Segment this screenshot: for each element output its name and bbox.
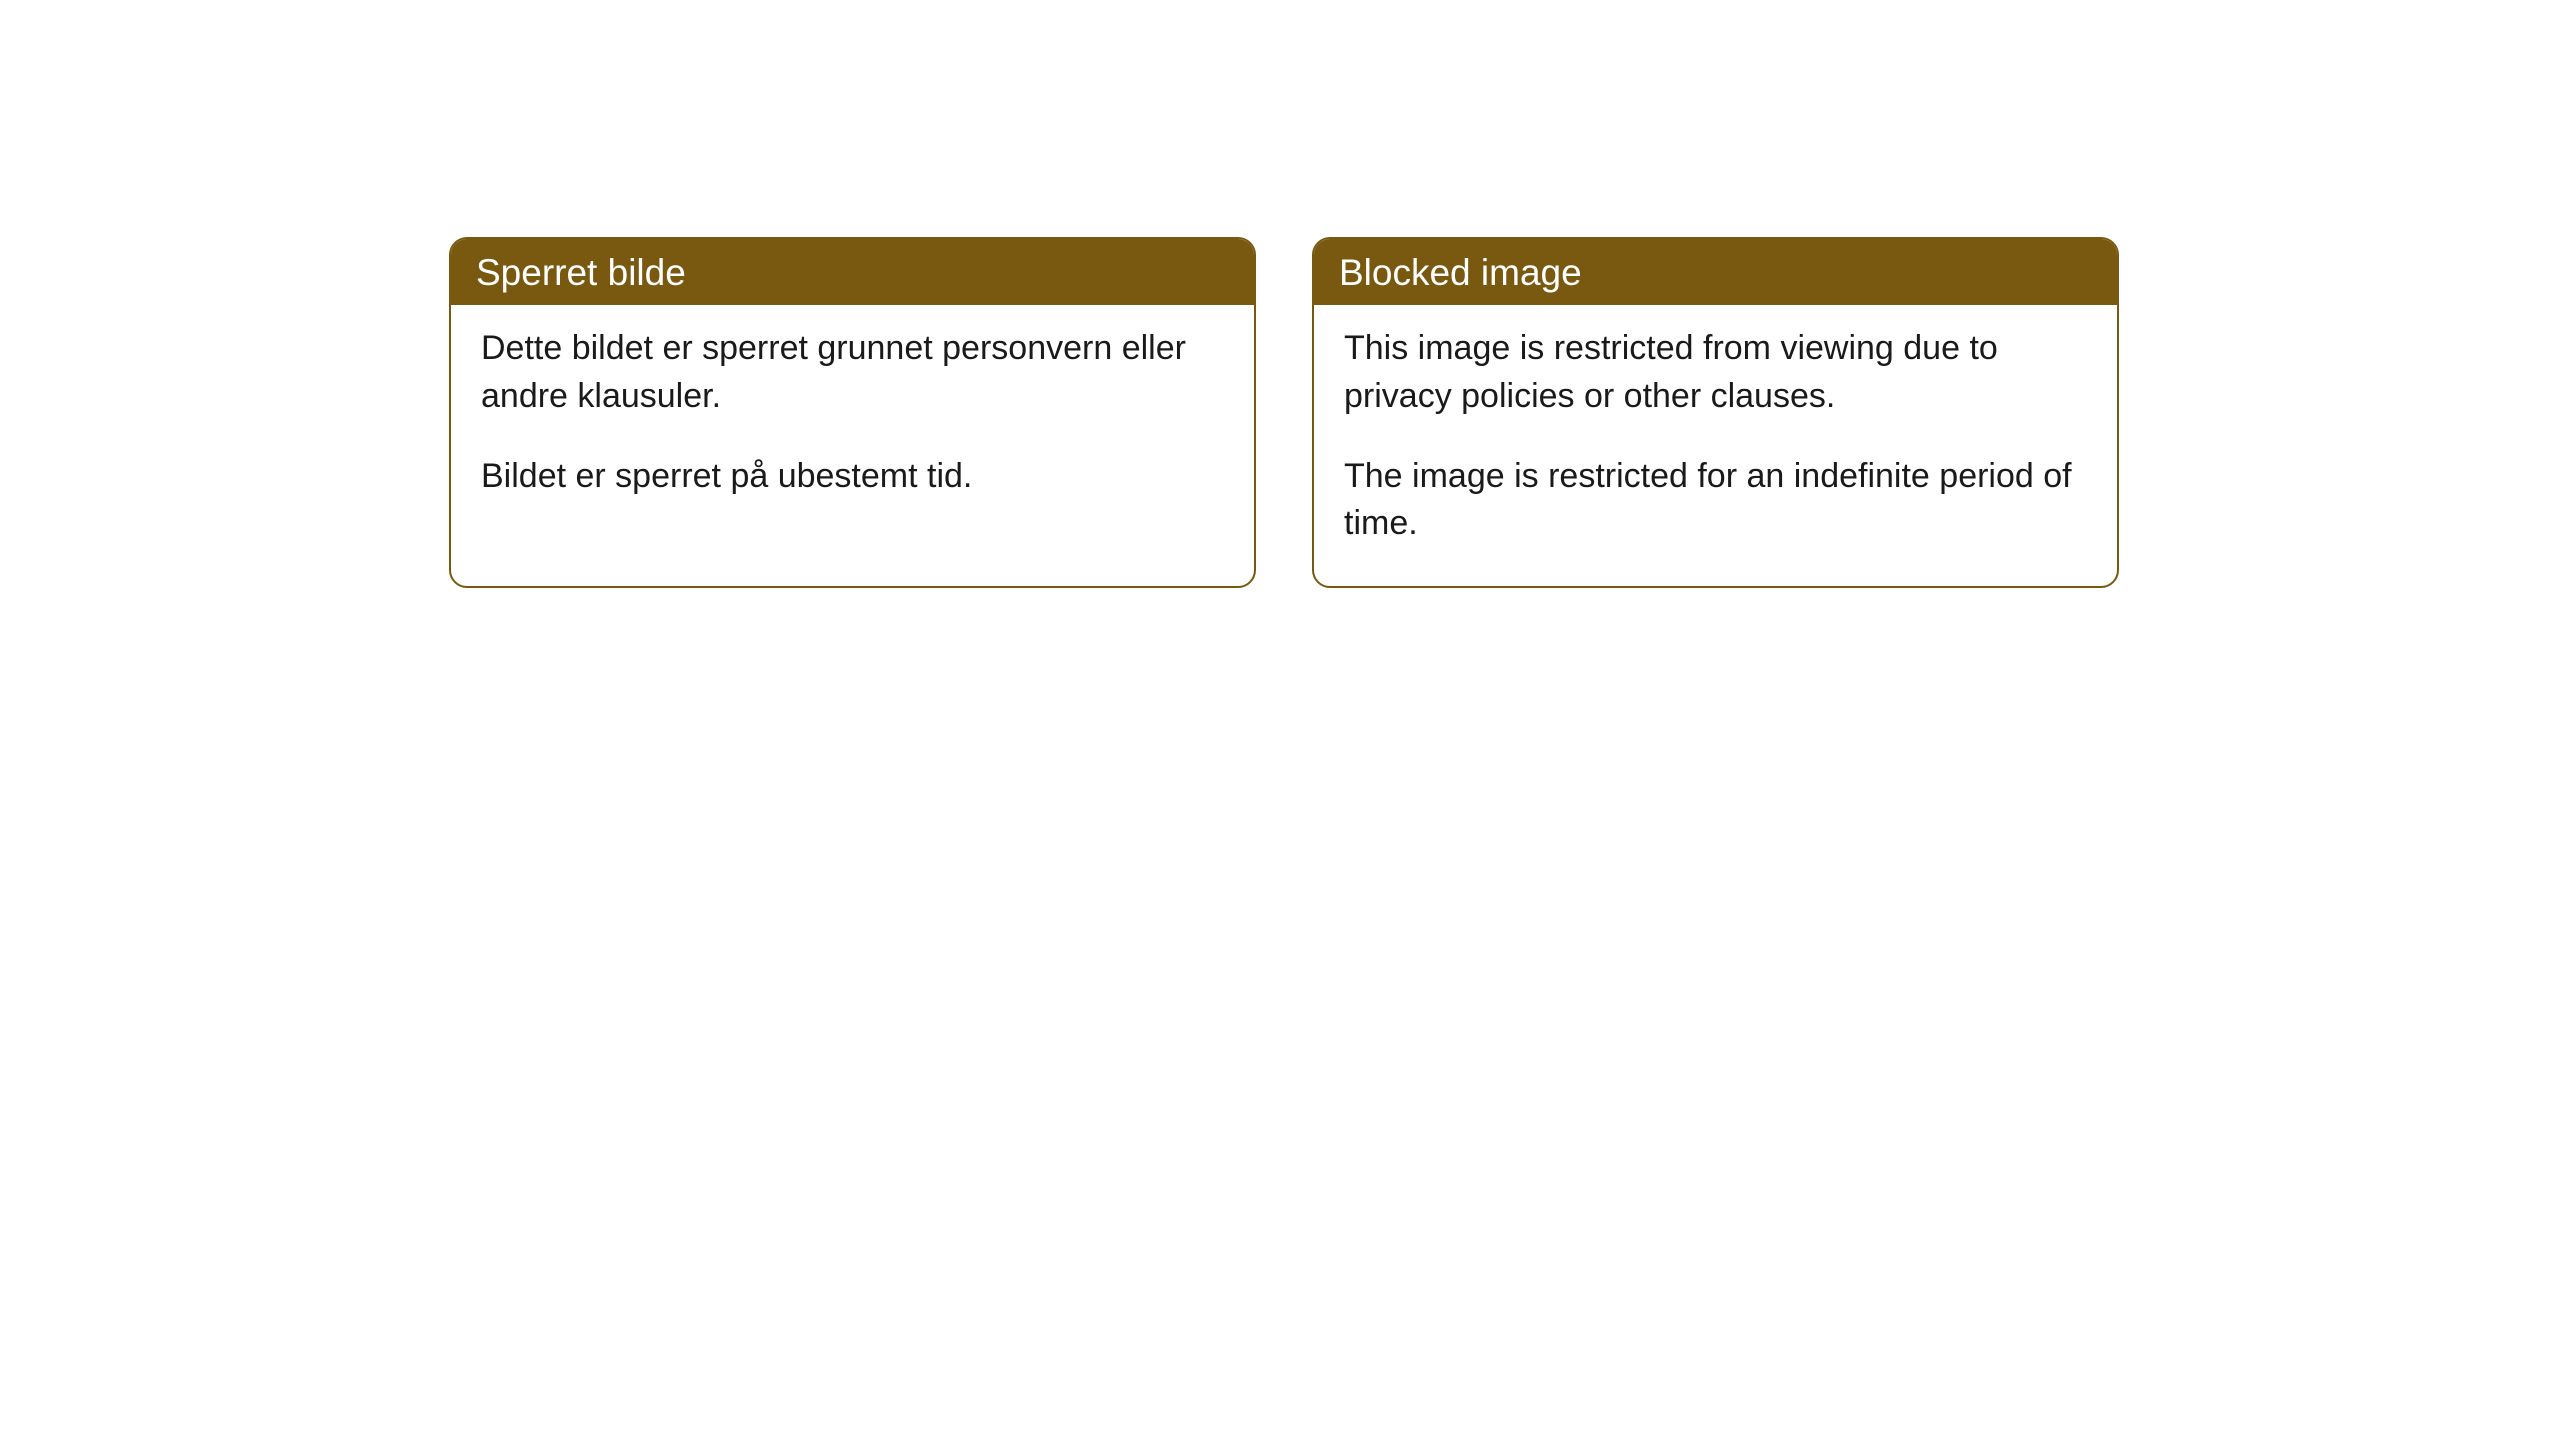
notice-paragraph: Dette bildet er sperret grunnet personve… bbox=[481, 325, 1224, 420]
notice-body: This image is restricted from viewing du… bbox=[1314, 305, 2117, 585]
notice-paragraph: This image is restricted from viewing du… bbox=[1344, 325, 2087, 420]
notice-container: Sperret bilde Dette bildet er sperret gr… bbox=[449, 237, 2119, 588]
notice-header: Sperret bilde bbox=[451, 239, 1254, 305]
notice-paragraph: The image is restricted for an indefinit… bbox=[1344, 453, 2087, 548]
notice-box-norwegian: Sperret bilde Dette bildet er sperret gr… bbox=[449, 237, 1256, 588]
notice-body: Dette bildet er sperret grunnet personve… bbox=[451, 305, 1254, 538]
notice-header: Blocked image bbox=[1314, 239, 2117, 305]
notice-box-english: Blocked image This image is restricted f… bbox=[1312, 237, 2119, 588]
notice-paragraph: Bildet er sperret på ubestemt tid. bbox=[481, 453, 1224, 501]
